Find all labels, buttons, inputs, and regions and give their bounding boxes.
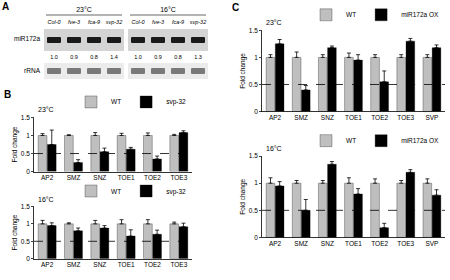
svg-text:SNZ: SNZ [93,174,106,181]
svg-text:A: A [2,1,9,12]
svg-text:1.0: 1.0 [50,54,58,60]
svg-text:23°C: 23°C [38,106,54,113]
svg-text:0: 0 [26,168,30,175]
svg-text:SVP: SVP [425,240,438,247]
svg-text:1.4: 1.4 [110,54,118,60]
svg-text:C: C [232,2,239,13]
svg-text:miR172a: miR172a [14,35,40,42]
svg-text:AP2: AP2 [41,174,54,181]
svg-text:svp-32: svp-32 [106,19,123,25]
svg-text:1: 1 [254,179,258,186]
svg-text:svp-32: svp-32 [166,98,186,106]
svg-text:TOE3: TOE3 [397,114,414,121]
svg-text:Fold change: Fold change [11,214,19,250]
svg-text:1.5: 1.5 [249,152,258,159]
svg-text:23°C: 23°C [266,19,282,26]
svg-text:SVP: SVP [425,114,438,121]
svg-text:SMZ: SMZ [294,114,308,121]
svg-text:TOE2: TOE2 [371,240,388,247]
svg-text:svp-32: svp-32 [166,188,186,196]
svg-text:0.5: 0.5 [249,207,258,214]
svg-text:1: 1 [26,132,30,139]
svg-text:1.0: 1.0 [134,54,142,60]
svg-text:1.5: 1.5 [21,114,30,121]
svg-text:WT: WT [346,11,356,18]
svg-text:B: B [4,89,11,100]
svg-text:WT: WT [111,188,121,195]
svg-text:1.5: 1.5 [21,203,30,210]
svg-text:0: 0 [26,255,30,262]
svg-text:TOE3: TOE3 [397,240,414,247]
svg-text:TOE2: TOE2 [144,261,161,268]
svg-text:TOE2: TOE2 [371,114,388,121]
svg-text:WT: WT [111,98,121,105]
svg-text:fca-9: fca-9 [88,19,100,25]
svg-text:fve-3: fve-3 [152,19,165,25]
svg-text:0.8: 0.8 [174,54,182,60]
svg-text:TOE1: TOE1 [118,174,135,181]
svg-text:SMZ: SMZ [294,240,308,247]
svg-text:0.5: 0.5 [249,81,258,88]
svg-text:SNZ: SNZ [321,240,334,247]
svg-text:Fold change: Fold change [239,53,247,89]
svg-text:Col-0: Col-0 [47,19,61,25]
svg-text:16°C: 16°C [38,196,54,203]
svg-text:fca-9: fca-9 [172,19,184,25]
svg-text:TOE1: TOE1 [345,114,362,121]
svg-text:0: 0 [254,108,258,115]
svg-text:TOE3: TOE3 [170,174,187,181]
svg-text:1: 1 [254,54,258,61]
svg-text:AP2: AP2 [269,114,282,121]
svg-text:0.9: 0.9 [154,54,162,60]
svg-text:TOE2: TOE2 [144,174,161,181]
svg-text:WT: WT [346,137,356,144]
svg-text:TOE3: TOE3 [170,261,187,268]
svg-text:16°C: 16°C [160,6,176,13]
svg-text:Fold change: Fold change [239,178,247,214]
svg-text:0.9: 0.9 [70,54,78,60]
svg-text:1: 1 [26,220,30,227]
svg-text:AP2: AP2 [41,261,54,268]
svg-text:Fold change: Fold change [11,126,19,162]
svg-text:Col-0: Col-0 [131,19,145,25]
svg-text:0: 0 [254,234,258,241]
svg-text:TOE1: TOE1 [345,240,362,247]
svg-text:SMZ: SMZ [67,174,81,181]
svg-text:svp-32: svp-32 [190,19,207,25]
svg-text:SNZ: SNZ [93,261,106,268]
svg-text:rRNA: rRNA [24,67,41,74]
svg-text:miR172a OX: miR172a OX [401,11,439,18]
svg-text:SMZ: SMZ [67,261,81,268]
svg-text:0.5: 0.5 [21,150,30,157]
svg-text:0.5: 0.5 [21,238,30,245]
svg-text:fve-3: fve-3 [68,19,81,25]
svg-text:miR172a OX: miR172a OX [401,137,439,144]
svg-text:23°C: 23°C [76,6,92,13]
svg-text:1.3: 1.3 [194,54,202,60]
svg-text:16°C: 16°C [266,145,282,152]
svg-text:AP2: AP2 [269,240,282,247]
svg-text:TOE1: TOE1 [118,261,135,268]
svg-text:1.5: 1.5 [249,27,258,34]
svg-text:SNZ: SNZ [321,114,334,121]
svg-text:0.8: 0.8 [90,54,98,60]
